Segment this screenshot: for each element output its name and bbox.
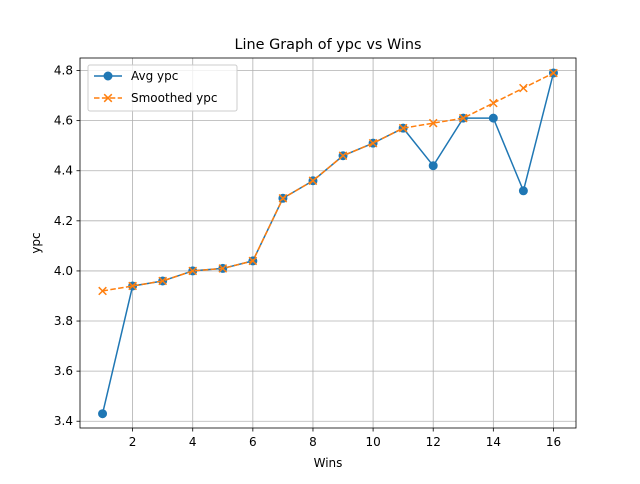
data-point-smoothed-ypc (98, 286, 107, 296)
data-point-avg-ypc (98, 409, 108, 419)
series-smoothed-ypc (98, 68, 558, 296)
axis-ticks: 2 4 6 8 10 12 14 16 3.4 3.6 3.8 4.0 4.2 4.4 4.6 4.8 (54, 64, 561, 449)
data-point-avg-ypc (488, 113, 498, 123)
x-tick-label: 8 (309, 435, 317, 449)
data-point-smoothed-ypc (188, 266, 198, 276)
legend-label-avg-ypc: Avg ypc (131, 69, 178, 83)
legend-marker-smoothed-ypc-stroke (103, 93, 113, 103)
x-tick-label: 16 (546, 435, 561, 449)
y-axis-label: ypc (29, 232, 43, 253)
legend-box (87, 64, 238, 112)
data-point-smoothed-ypc-stroke (158, 276, 167, 286)
y-tick-label: 4.2 (54, 214, 73, 228)
data-point-smoothed-ypc (218, 264, 228, 273)
data-point-smoothed-ypc (338, 151, 348, 161)
legend-marker-avg-ypc (103, 71, 113, 81)
chart-title: Line Graph of ypc vs Wins (235, 37, 422, 53)
y-tick-label: 3.8 (54, 314, 73, 328)
data-point-smoothed-ypc (549, 68, 558, 78)
data-point-smoothed-ypc-stroke (308, 176, 318, 186)
data-point-smoothed-ypc-stroke (368, 138, 378, 148)
plot-frame (79, 57, 577, 429)
data-point-smoothed-ypc-stroke (338, 151, 348, 161)
x-tick-label: 10 (365, 435, 380, 449)
data-point-smoothed-ypc-stroke (549, 68, 558, 78)
legend-label-smoothed-ypc: Smoothed ypc (131, 91, 217, 105)
data-point-avg-ypc (428, 161, 438, 171)
data-point-smoothed-ypc (308, 176, 318, 186)
data-point-smoothed-ypc (489, 98, 498, 108)
data-point-smoothed-ypc-stroke (278, 193, 288, 203)
x-tick-label: 6 (249, 435, 257, 449)
data-point-smoothed-ypc (278, 193, 288, 203)
y-tick-label: 4.8 (54, 64, 73, 78)
data-point-smoothed-ypc-stroke (218, 264, 228, 273)
x-tick-label: 12 (426, 435, 441, 449)
data-point-smoothed-ypc (248, 256, 258, 266)
legend-swatch-smoothed-ypc (94, 93, 122, 103)
data-point-smoothed-ypc (128, 281, 137, 291)
series-line-smoothed-ypc (102, 72, 554, 292)
y-tick-label: 4.4 (54, 164, 73, 178)
data-point-smoothed-ypc-stroke (428, 118, 438, 128)
y-tick-label: 4.0 (54, 264, 73, 278)
x-tick-label: 14 (486, 435, 501, 449)
data-point-smoothed-ypc (458, 113, 468, 123)
data-point-smoothed-ypc (428, 118, 438, 128)
legend: Avg ypc Smoothed ypc (87, 64, 238, 112)
data-point-smoothed-ypc-stroke (248, 256, 258, 266)
data-point-smoothed-ypc-stroke (188, 266, 198, 276)
legend-swatch-avg-ypc (94, 71, 122, 81)
x-tick-label: 2 (129, 435, 137, 449)
data-point-smoothed-ypc (519, 83, 528, 93)
plot-series (98, 68, 558, 419)
data-point-smoothed-ypc-stroke (519, 83, 528, 93)
data-point-smoothed-ypc-stroke (398, 123, 408, 133)
x-axis-label: Wins (314, 456, 343, 470)
data-point-smoothed-ypc-stroke (458, 113, 468, 123)
y-tick-label: 3.4 (54, 414, 73, 428)
x-tick-label: 4 (189, 435, 197, 449)
legend-marker-smoothed-ypc (103, 93, 113, 103)
data-point-smoothed-ypc-stroke (489, 98, 498, 108)
data-point-smoothed-ypc (398, 123, 408, 133)
data-point-smoothed-ypc (368, 138, 378, 148)
grid-lines (80, 58, 576, 428)
y-tick-label: 4.6 (54, 114, 73, 128)
data-point-avg-ypc (518, 186, 528, 196)
data-point-smoothed-ypc-stroke (128, 281, 137, 291)
data-point-smoothed-ypc (158, 276, 167, 286)
y-tick-label: 3.6 (54, 364, 73, 378)
data-point-smoothed-ypc-stroke (98, 286, 107, 296)
